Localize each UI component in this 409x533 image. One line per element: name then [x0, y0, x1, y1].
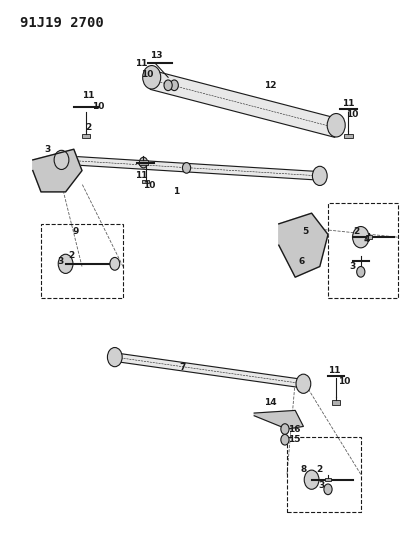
Text: 13: 13	[149, 52, 162, 60]
Circle shape	[295, 374, 310, 393]
Polygon shape	[150, 70, 337, 138]
Bar	[324, 478, 330, 481]
Text: 8: 8	[299, 465, 306, 473]
Text: 10: 10	[346, 110, 358, 119]
Text: 2: 2	[315, 465, 321, 473]
Circle shape	[312, 166, 326, 185]
Text: 1: 1	[173, 188, 179, 196]
Circle shape	[58, 254, 73, 273]
Text: 3: 3	[348, 262, 355, 271]
Bar	[138, 160, 148, 165]
Bar	[365, 236, 371, 239]
Text: 15: 15	[288, 435, 300, 444]
Text: 10: 10	[143, 181, 155, 190]
Circle shape	[182, 163, 190, 173]
Text: 6: 6	[297, 257, 304, 265]
Circle shape	[54, 150, 69, 169]
Circle shape	[280, 424, 288, 434]
Text: 91J19 2700: 91J19 2700	[20, 16, 104, 30]
Polygon shape	[278, 213, 327, 277]
Text: 11: 11	[135, 60, 147, 68]
Text: 11: 11	[342, 100, 354, 108]
Bar	[286, 437, 360, 512]
Text: 5: 5	[301, 228, 308, 236]
Bar	[331, 400, 339, 405]
Circle shape	[110, 257, 119, 270]
Bar	[344, 134, 352, 138]
Text: 2: 2	[85, 124, 91, 132]
Bar	[142, 180, 148, 183]
Bar	[327, 203, 397, 298]
Polygon shape	[114, 353, 303, 388]
Text: 7: 7	[179, 364, 185, 372]
Text: 16: 16	[288, 425, 300, 433]
Polygon shape	[33, 149, 82, 192]
Text: 10: 10	[92, 102, 104, 111]
Polygon shape	[61, 156, 319, 180]
Circle shape	[280, 434, 288, 445]
Circle shape	[303, 470, 318, 489]
Text: 4: 4	[363, 236, 369, 244]
Circle shape	[107, 348, 122, 367]
Text: 3: 3	[57, 257, 64, 265]
Text: 12: 12	[264, 81, 276, 90]
Circle shape	[326, 114, 344, 137]
Polygon shape	[254, 410, 303, 429]
Circle shape	[356, 266, 364, 277]
Bar	[82, 134, 90, 138]
Text: 3: 3	[44, 145, 50, 154]
Circle shape	[323, 484, 331, 495]
Text: 11: 11	[327, 366, 339, 375]
Circle shape	[139, 157, 147, 168]
Circle shape	[170, 80, 178, 91]
Text: 14: 14	[264, 398, 276, 407]
Bar	[41, 224, 123, 298]
Text: 2: 2	[353, 228, 359, 236]
Text: 10: 10	[337, 377, 350, 385]
Text: 9: 9	[72, 228, 79, 236]
Text: 10: 10	[141, 70, 153, 79]
Text: 11: 11	[82, 92, 94, 100]
Text: 11: 11	[135, 172, 147, 180]
Circle shape	[352, 227, 368, 248]
Text: 3: 3	[318, 481, 324, 489]
Text: 2: 2	[68, 252, 75, 260]
Circle shape	[142, 66, 160, 89]
Circle shape	[164, 80, 172, 91]
